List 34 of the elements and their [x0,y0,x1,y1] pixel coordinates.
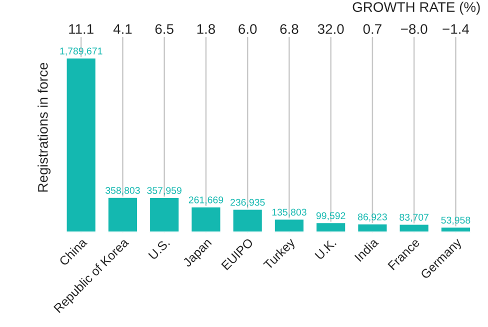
bar [107,196,138,232]
text: 6.8 [280,24,298,34]
text: 6.5 [155,24,174,34]
text: GROWTH RATE (%) [352,2,480,15]
bar [398,223,430,232]
data-label: 1,789,671 [60,48,102,56]
bar [440,226,472,232]
text: −1.4 [442,24,470,34]
bar [148,196,180,232]
text: 11.1 [69,24,94,34]
data-label: 261,669 [188,196,224,205]
data-label: 83,707 [400,214,428,222]
bar [232,208,264,232]
bar [190,206,222,232]
data-label: 357,959 [147,187,182,196]
bar [274,218,305,232]
bar [315,222,347,232]
bar [356,223,388,232]
data-label: 135,803 [272,208,306,217]
text: −8.0 [401,24,428,34]
y-axis-title: Registrations in force [38,62,51,192]
data-label: 358,803 [106,187,140,196]
data-label: 53,958 [441,216,470,225]
x-tick-label: U.K. [314,238,337,260]
bar [65,57,97,232]
text: 1.8 [197,24,216,34]
text: 4.1 [113,24,132,34]
data-label: 86,923 [358,214,387,222]
x-tick-label: U.S. [148,238,170,260]
data-label: 236,935 [230,198,265,207]
text: 6.0 [238,24,257,34]
data-label: 99,592 [316,212,346,220]
text: 32.0 [318,24,344,34]
text: 0.7 [363,24,382,34]
